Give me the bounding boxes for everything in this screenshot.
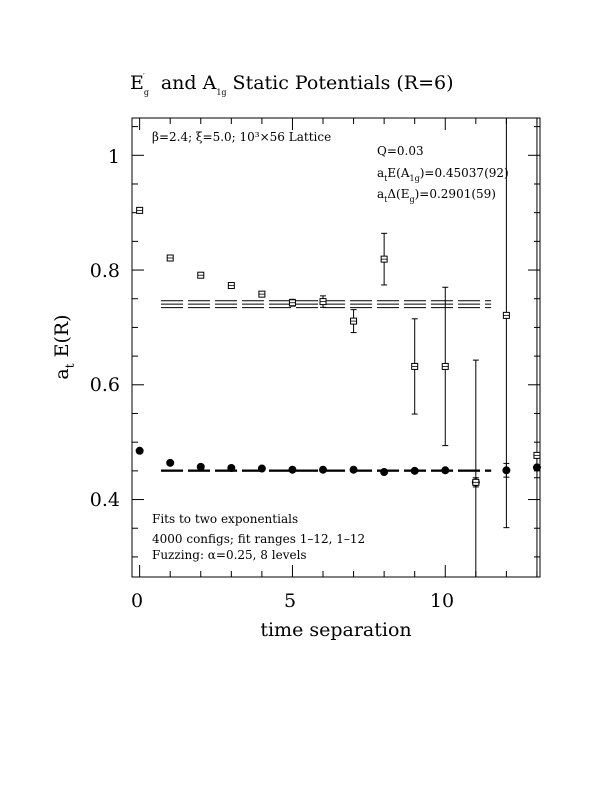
chart-title: Eg ′ and A1g Static Potentials (R=6)	[130, 72, 454, 97]
x-axis-label: time separation	[260, 619, 411, 641]
fit-lines	[161, 300, 492, 472]
title-e-prime: ′	[143, 72, 145, 81]
y-tick-label-1: 1	[108, 146, 120, 168]
delta-annotation: atΔ(Eg)=0.2901(59)	[377, 187, 496, 204]
title-e-sub: g	[144, 88, 149, 97]
y-label-sub: t	[63, 363, 77, 368]
lattice-annotation: β=2.4; ξ=5.0; 10³×56 Lattice	[152, 130, 331, 144]
plot-frame	[131, 117, 541, 578]
a1g-point	[441, 466, 450, 475]
y-axis-label: at E(R)	[51, 314, 77, 379]
a1g-point	[319, 465, 328, 474]
note-fuzzing: Fuzzing: α=0.25, 8 levels	[152, 548, 307, 562]
title-and-sub: 1g	[216, 88, 226, 97]
x-tick-label-10: 10	[430, 590, 454, 612]
y-tick-label-0.8: 0.8	[90, 260, 120, 282]
a1g-point	[135, 446, 144, 455]
a1g-point	[257, 464, 266, 473]
y-label-rest: E(R)	[51, 314, 73, 357]
a1g-point	[349, 465, 358, 474]
note-configs: 4000 configs; fit ranges 1–12, 1–12	[152, 532, 365, 546]
data-points	[135, 117, 541, 578]
a1g-point	[380, 468, 389, 477]
a1g-point	[227, 463, 236, 472]
title-e: E	[130, 72, 144, 94]
y-tick-label-0.6: 0.6	[90, 374, 120, 396]
x-tick-label-5: 5	[284, 590, 296, 612]
a1g-point	[410, 466, 419, 475]
energy-annotation: atE(A1g)=0.45037(92)	[377, 166, 509, 183]
a1g-point	[288, 465, 297, 474]
a1g-point	[196, 462, 205, 471]
title-rest: Static Potentials (R=6)	[233, 72, 454, 94]
y-label-a: a	[51, 368, 73, 379]
q-annotation: Q=0.03	[377, 144, 424, 158]
a1g-point	[166, 458, 175, 467]
x-tick-label-0: 0	[131, 590, 143, 612]
title-and: and A	[161, 72, 217, 94]
y-tick-label-0.4: 0.4	[90, 489, 120, 511]
note-fits: Fits to two exponentials	[152, 512, 298, 526]
